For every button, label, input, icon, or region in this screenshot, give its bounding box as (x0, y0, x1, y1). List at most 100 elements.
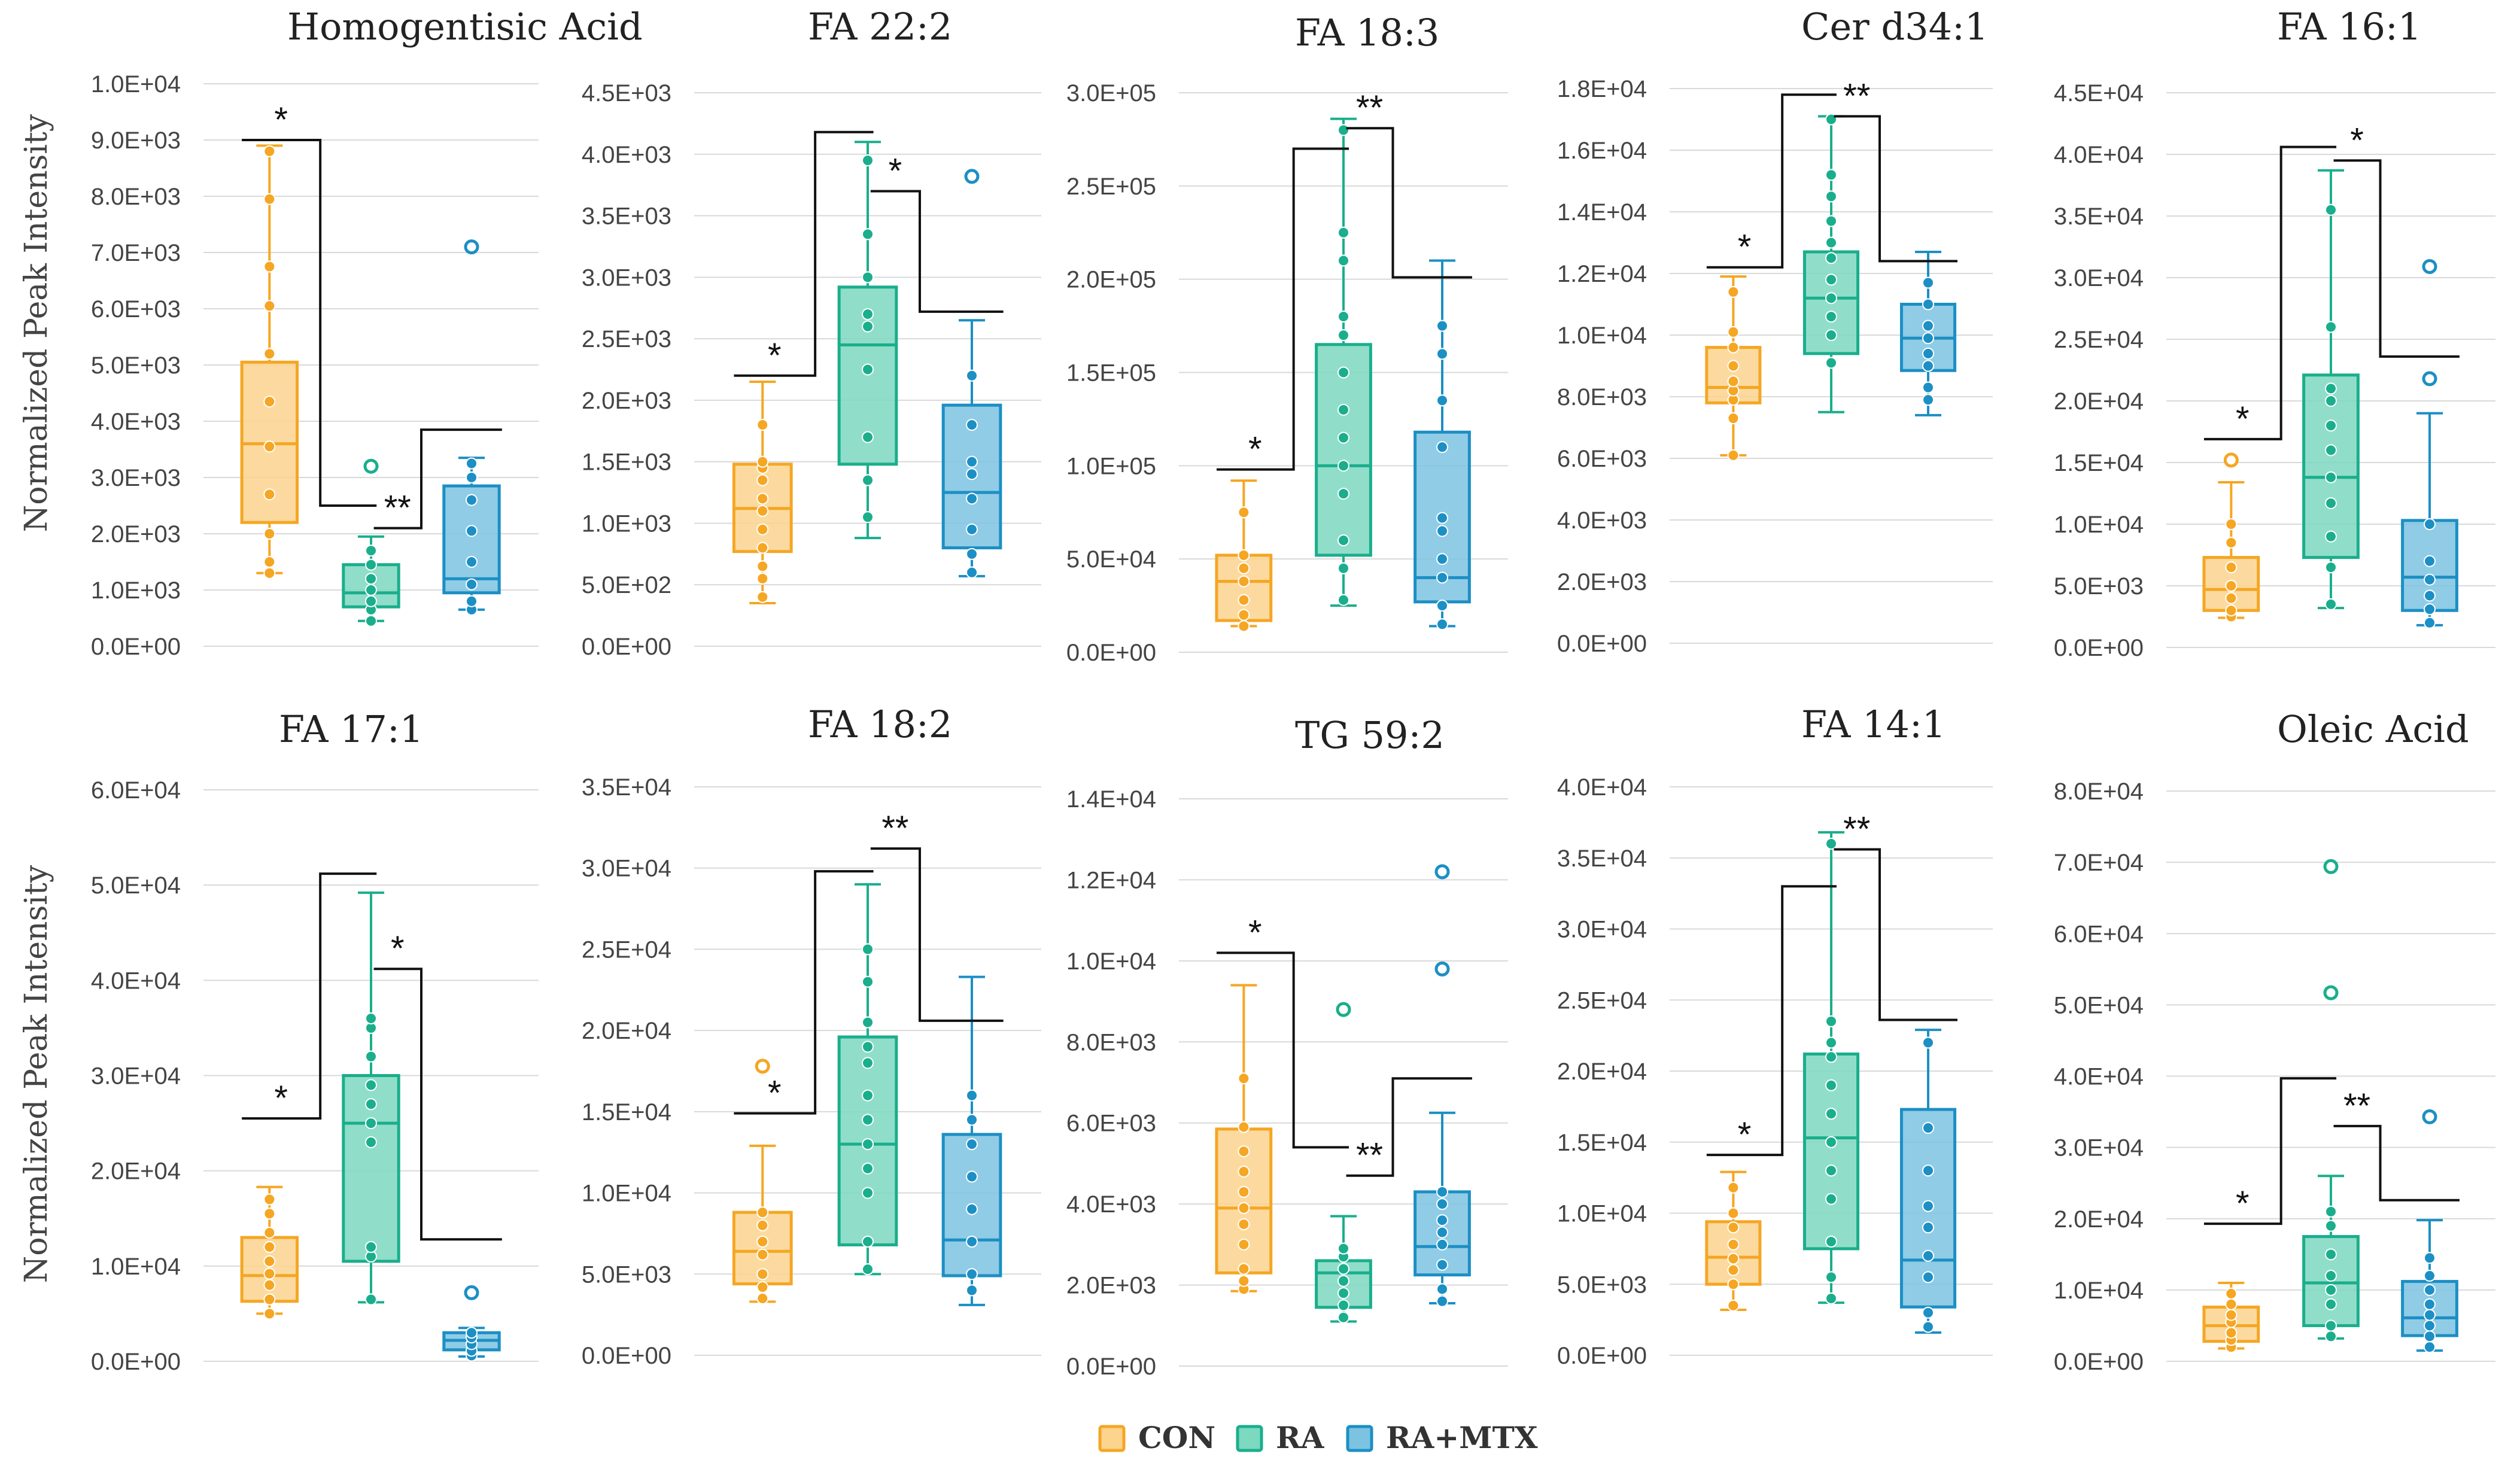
outlier-point (2223, 452, 2239, 468)
data-point (263, 556, 276, 568)
box-con (240, 1185, 299, 1320)
bracket-line (1346, 127, 1472, 279)
data-point (1337, 1275, 1349, 1287)
box-con (240, 144, 299, 579)
significance-label: * (2236, 400, 2250, 439)
panels-container: Homogentisic Acid 0.0E+00 1.0E+03 2.0E+03 3.… (91, 5, 2495, 1380)
data-point (2325, 1219, 2337, 1232)
y-tick-label: 4.0E+03 (1557, 507, 1647, 534)
data-point (862, 1089, 874, 1102)
data-point (1238, 1121, 1250, 1133)
data-point (466, 457, 478, 470)
data-point (1337, 431, 1349, 444)
significance-label: * (1248, 913, 1262, 952)
y-tick-label: 1.0E+04 (1557, 1201, 1647, 1227)
outlier-point (2323, 985, 2339, 1000)
outlier-point (1336, 1002, 1351, 1017)
significance-label: * (391, 929, 405, 968)
data-point (2225, 518, 2238, 530)
data-point (1238, 594, 1250, 606)
y-tick-label: 1.0E+03 (91, 577, 181, 604)
data-point (2325, 1248, 2337, 1261)
data-point (1436, 1283, 1448, 1295)
y-tick-label: 0.0E+00 (1066, 640, 1156, 666)
data-point (1727, 1299, 1740, 1312)
data-point (1727, 1278, 1740, 1291)
y-tick-label: 6.0E+03 (91, 296, 181, 323)
data-point (1436, 320, 1448, 332)
y-tick-label: 1.2E+04 (1557, 261, 1647, 287)
y-tick-label: 2.5E+04 (2054, 327, 2144, 353)
bracket-line (1346, 1077, 1472, 1177)
y-tick-label: 1.5E+04 (1557, 1130, 1647, 1156)
bracket-line (1706, 93, 1837, 269)
significance-label: ** (881, 809, 908, 848)
data-point (1337, 562, 1349, 574)
data-point (1436, 600, 1448, 612)
data-point (365, 595, 377, 607)
significance-bracket: ** (870, 809, 1004, 1022)
data-point (966, 1236, 978, 1248)
data-point (1922, 1306, 1934, 1319)
box-ramtx (1413, 864, 1471, 1307)
data-point (2424, 1283, 2436, 1296)
data-point (862, 1236, 874, 1248)
data-point (1337, 311, 1349, 323)
y-tick-label: 8.0E+03 (1066, 1029, 1156, 1056)
data-point (1922, 1271, 1934, 1283)
significance-label: ** (1356, 1136, 1383, 1175)
data-point (966, 492, 978, 505)
data-point (1922, 1164, 1934, 1177)
data-point (1825, 1136, 1837, 1148)
box-ramtx (941, 975, 1002, 1306)
y-tick-label: 2.0E+04 (582, 1018, 671, 1044)
panel-9: FA 14:1 0.0E+00 5.0E+03 1.0E+04 1.5E+04 2.0E+… (1557, 702, 1993, 1369)
y-tick-label: 2.0E+04 (2054, 1206, 2144, 1233)
bracket-line (870, 847, 1004, 1022)
box-ra (1802, 831, 1860, 1304)
y-tick-label: 2.5E+05 (1066, 174, 1156, 200)
data-point (966, 468, 978, 480)
data-point (1825, 169, 1837, 181)
data-point (1337, 254, 1349, 267)
data-point (1922, 320, 1934, 332)
y-tick-label: 4.0E+04 (1557, 774, 1647, 801)
y-tick-label: 2.5E+04 (1557, 987, 1647, 1014)
data-point (862, 1041, 874, 1053)
data-point (966, 548, 978, 560)
data-point (2424, 1298, 2436, 1310)
data-point (756, 1281, 769, 1293)
significance-label: * (274, 1079, 288, 1118)
panel-title: FA 18:2 (808, 702, 952, 746)
data-point (263, 1208, 276, 1220)
y-tick-label: 5.0E+03 (1557, 1272, 1647, 1298)
panel-6: FA 17:1 0.0E+00 1.0E+04 2.0E+04 3.0E+04 4.0E+… (91, 707, 539, 1375)
data-point (1825, 329, 1837, 341)
data-point (2424, 1319, 2436, 1332)
data-point (1825, 215, 1837, 227)
outlier-point (2422, 371, 2437, 387)
data-point (1727, 1221, 1740, 1234)
data-point (756, 492, 769, 505)
panel-title: FA 17:1 (279, 707, 423, 751)
data-point (2325, 203, 2337, 216)
data-point (263, 1293, 276, 1306)
significance-bracket: * (1706, 885, 1837, 1157)
data-point (2325, 1283, 2337, 1296)
data-point (365, 1079, 377, 1091)
data-point (1922, 1200, 1934, 1212)
data-point (263, 193, 276, 205)
box-con (1705, 1170, 1762, 1312)
data-point (365, 1050, 377, 1063)
data-point (966, 566, 978, 579)
significance-bracket: * (242, 101, 377, 507)
data-point (862, 1162, 874, 1175)
data-point (1238, 1263, 1250, 1275)
box-ramtx (1413, 259, 1471, 631)
significance-label: ** (1356, 89, 1383, 127)
bracket-line (242, 139, 377, 507)
data-point (1238, 1218, 1250, 1230)
data-point (1825, 1193, 1837, 1205)
significance-label: * (274, 101, 288, 139)
data-point (1727, 1181, 1740, 1194)
